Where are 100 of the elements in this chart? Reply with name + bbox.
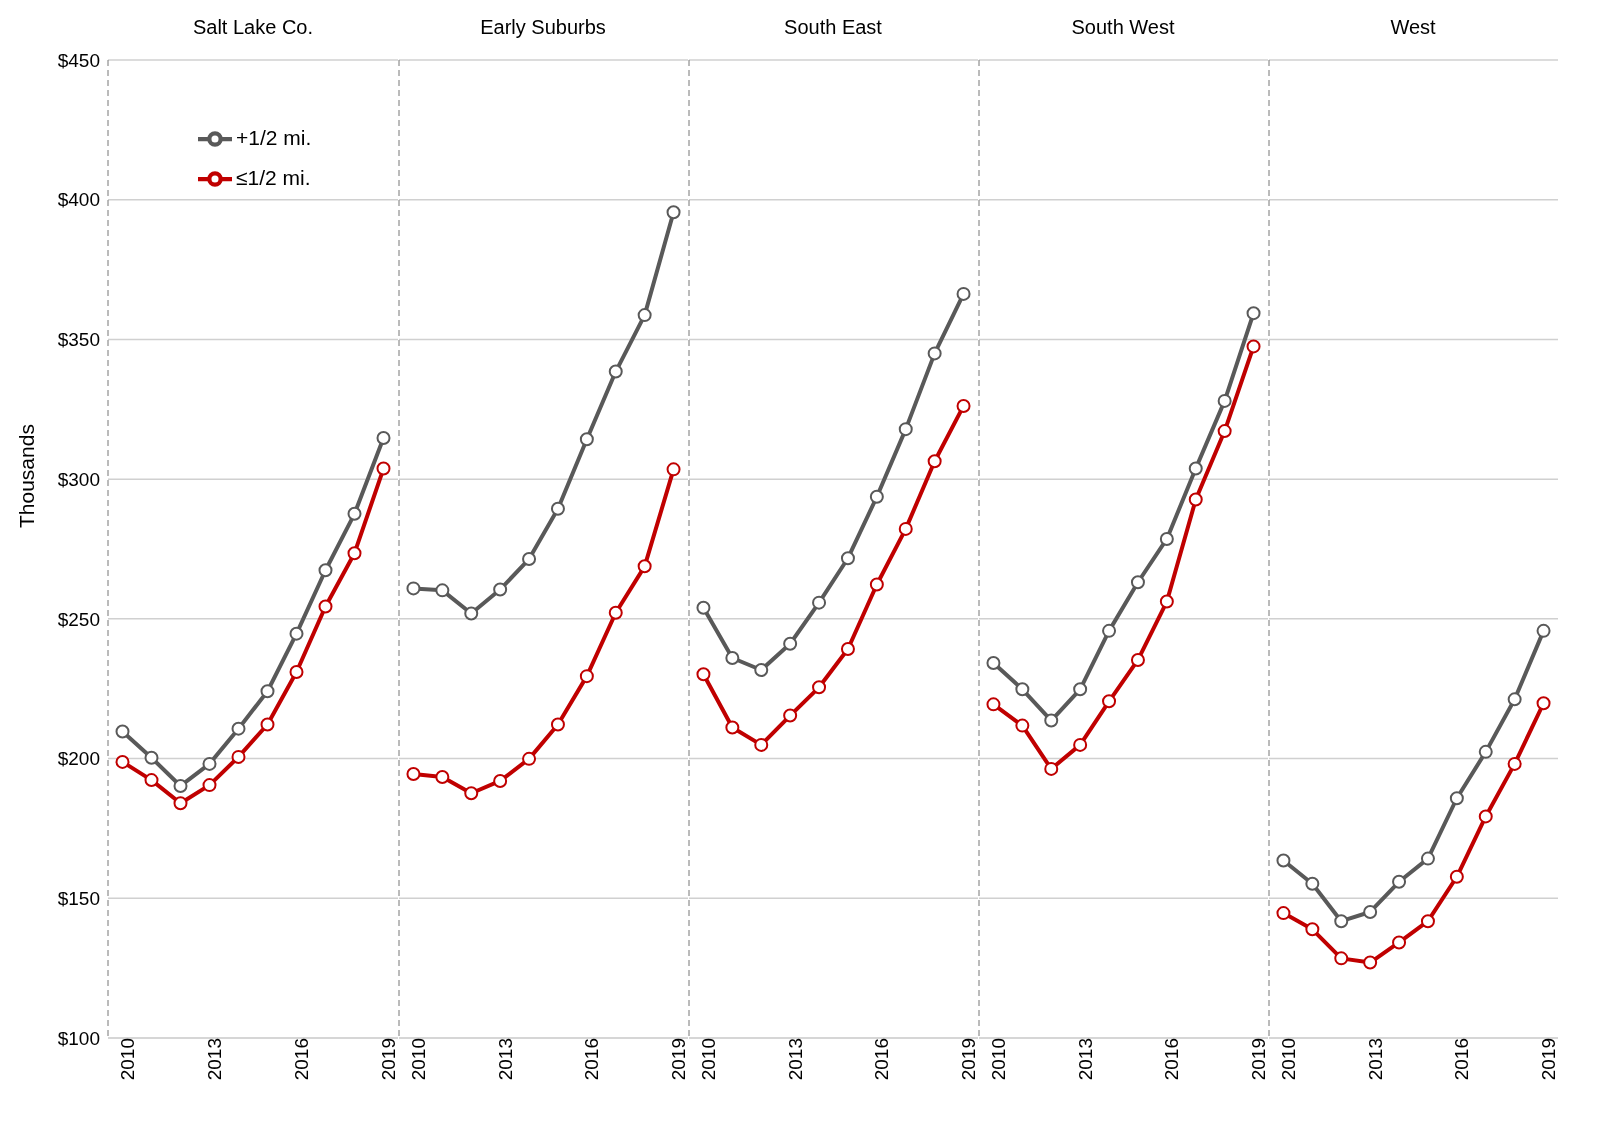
point <box>1478 809 1493 824</box>
x-tick-label: 2013 <box>203 1038 225 1081</box>
point <box>289 626 304 641</box>
point <box>666 462 681 477</box>
point <box>550 717 565 732</box>
point <box>1217 424 1232 439</box>
y-tick-label: $200 <box>57 748 100 770</box>
point <box>1217 393 1232 408</box>
x-tick-label: 2019 <box>377 1038 399 1081</box>
point <box>783 708 798 723</box>
point <box>1102 694 1117 709</box>
point <box>1276 906 1291 921</box>
point <box>376 461 391 476</box>
point <box>1159 531 1174 546</box>
point <box>173 778 188 793</box>
point <box>1188 492 1203 507</box>
point <box>840 642 855 657</box>
x-tick-label: 2010 <box>987 1038 1009 1081</box>
point <box>144 750 159 765</box>
legend-label: ≤1/2 mi. <box>236 166 311 189</box>
point <box>260 717 275 732</box>
point <box>464 786 479 801</box>
y-tick-label: $150 <box>57 888 100 910</box>
y-axis-title: Thousands <box>15 424 39 528</box>
chart-title: South East <box>783 16 883 39</box>
point <box>347 546 362 561</box>
point <box>289 664 304 679</box>
point <box>986 697 1001 712</box>
point <box>840 551 855 566</box>
point <box>406 581 421 596</box>
point <box>202 778 217 793</box>
point <box>1073 737 1088 752</box>
point <box>202 756 217 771</box>
x-tick-label: 2010 <box>697 1038 719 1081</box>
point <box>318 599 333 614</box>
point <box>927 454 942 469</box>
point <box>260 684 275 699</box>
point <box>1073 682 1088 697</box>
point <box>1015 682 1030 697</box>
point <box>173 796 188 811</box>
point <box>812 595 827 610</box>
point <box>1130 652 1145 667</box>
point <box>1246 306 1261 321</box>
point <box>1507 756 1522 771</box>
point <box>666 205 681 220</box>
point <box>231 721 246 736</box>
point <box>1276 853 1291 868</box>
x-tick-label: 2010 <box>116 1038 138 1081</box>
point <box>637 559 652 574</box>
point <box>898 422 913 437</box>
chart-title: Salt Lake Co. <box>191 16 315 39</box>
point <box>1334 951 1349 966</box>
x-tick-label: 2016 <box>1161 1038 1183 1081</box>
point <box>579 432 594 447</box>
x-tick-label: 2013 <box>1364 1038 1386 1081</box>
point <box>869 489 884 504</box>
point <box>696 600 711 615</box>
x-tick-label: 2010 <box>407 1038 429 1081</box>
point <box>231 749 246 764</box>
point <box>956 286 971 301</box>
point <box>115 724 130 739</box>
y-tick-label: $300 <box>57 468 100 490</box>
x-tick-label: 2019 <box>668 1038 690 1081</box>
point <box>493 582 508 597</box>
y-tick-label: $100 <box>57 1027 100 1049</box>
point <box>696 667 711 682</box>
x-tick-label: 2010 <box>1277 1038 1299 1081</box>
point <box>608 364 623 379</box>
point <box>637 308 652 323</box>
chart-title: West <box>1389 16 1437 39</box>
point <box>144 773 159 788</box>
point <box>1102 623 1117 638</box>
point <box>1246 339 1261 354</box>
x-tick-label: 2013 <box>494 1038 516 1081</box>
point <box>1478 744 1493 759</box>
point <box>927 346 942 361</box>
point <box>1363 904 1378 919</box>
point <box>406 766 421 781</box>
point <box>1188 461 1203 476</box>
point <box>493 773 508 788</box>
y-tick-label: $250 <box>57 608 100 630</box>
point <box>115 754 130 769</box>
point <box>579 669 594 684</box>
point <box>1159 594 1174 609</box>
point <box>347 506 362 521</box>
point <box>1334 914 1349 929</box>
point <box>376 431 391 446</box>
point <box>725 720 740 735</box>
point <box>1015 718 1030 733</box>
point <box>522 751 537 766</box>
point <box>812 680 827 695</box>
x-tick-label: 2016 <box>1451 1038 1473 1081</box>
point <box>318 563 333 578</box>
point <box>1449 869 1464 884</box>
x-tick-label: 2019 <box>1538 1038 1560 1081</box>
point <box>550 501 565 516</box>
point <box>1449 791 1464 806</box>
point <box>1420 914 1435 929</box>
point <box>898 521 913 536</box>
point <box>1536 696 1551 711</box>
